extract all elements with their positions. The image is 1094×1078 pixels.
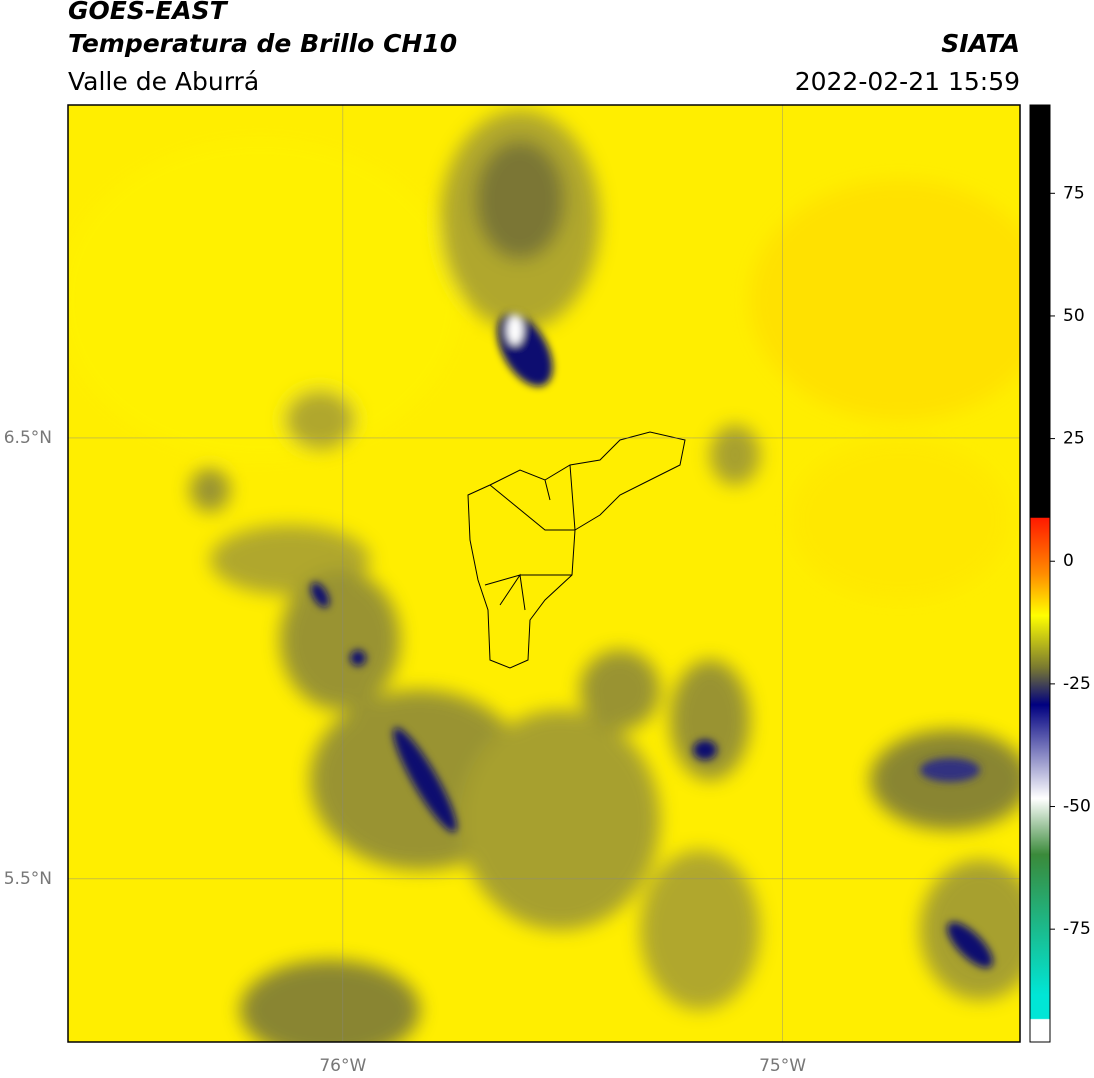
subtitle: Temperatura de Brillo CH10	[68, 29, 457, 58]
colorbar-tick-label: 50	[1063, 306, 1085, 326]
x-tick-label: 75°W	[759, 1056, 806, 1076]
y-tick-label: 5.5°N	[4, 869, 52, 889]
title: GOES-EAST	[68, 0, 229, 25]
source: SIATA	[941, 29, 1020, 58]
municipality-boundaries	[467, 431, 686, 669]
colorbar	[1029, 104, 1051, 1043]
x-tick-label: 76°W	[319, 1056, 366, 1076]
colorbar-tick-label: -25	[1063, 674, 1091, 694]
colorbar-tick-label: -50	[1063, 797, 1091, 817]
map-frame	[67, 104, 1021, 1043]
colorbar-tick-label: 0	[1063, 551, 1074, 571]
colorbar-tick-label: 25	[1063, 429, 1085, 449]
datetime: 2022-02-21 15:59	[795, 67, 1020, 96]
region: Valle de Aburrá	[68, 67, 259, 96]
graticule	[68, 105, 1020, 1042]
y-tick-label: 6.5°N	[4, 428, 52, 448]
satellite-field	[68, 105, 1020, 1042]
colorbar-tick-label: -75	[1063, 919, 1091, 939]
colorbar-tick-label: 75	[1063, 183, 1085, 203]
